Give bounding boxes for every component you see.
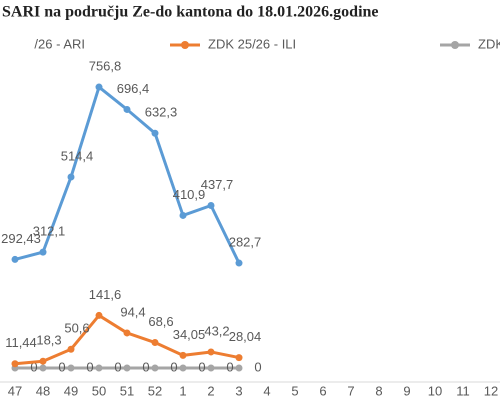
data-label: 0: [254, 359, 261, 374]
data-point: [11, 360, 19, 368]
data-point: [235, 259, 243, 267]
data-point: [151, 339, 159, 347]
data-point: [179, 364, 187, 372]
data-point: [151, 364, 159, 372]
legend-label: /26 - ARI: [34, 36, 85, 51]
data-point: [67, 364, 75, 372]
data-point: [39, 357, 47, 365]
data-label: 0: [30, 359, 37, 374]
data-label: 0: [58, 359, 65, 374]
x-tick-label: 48: [36, 383, 50, 398]
x-tick-label: 1: [179, 383, 186, 398]
data-point: [235, 354, 243, 362]
data-point: [11, 255, 19, 263]
data-label: 0: [142, 359, 149, 374]
data-label: 514,4: [61, 148, 94, 163]
data-point: [207, 348, 215, 356]
data-label: 11,44: [5, 335, 37, 350]
data-label: 0: [226, 359, 233, 374]
x-tick-label: 5: [291, 383, 298, 398]
x-tick-label: 3: [235, 383, 242, 398]
data-label: 0: [114, 359, 121, 374]
legend-marker: [451, 41, 459, 49]
data-point: [39, 248, 47, 256]
data-point: [151, 129, 159, 137]
data-point: [123, 329, 131, 337]
data-point: [179, 351, 187, 359]
data-label: 756,8: [89, 58, 122, 73]
legend-label: ZDK 25/26 - ILI: [208, 36, 296, 51]
data-point: [207, 364, 215, 372]
data-label: 0: [198, 359, 205, 374]
data-point: [95, 311, 103, 319]
data-point: [67, 345, 75, 353]
data-label: 68,6: [148, 314, 173, 329]
x-tick-label: 9: [403, 383, 410, 398]
x-tick-label: 11: [456, 383, 470, 398]
x-tick-label: 47: [8, 383, 22, 398]
data-point: [95, 364, 103, 372]
data-point: [39, 364, 47, 372]
data-point: [67, 173, 75, 181]
data-label: 410,9: [173, 187, 206, 202]
data-point: [123, 105, 131, 113]
data-point: [95, 83, 103, 91]
data-label: 632,3: [145, 105, 178, 120]
x-tick-label: 8: [375, 383, 382, 398]
x-tick-label: 6: [319, 383, 326, 398]
x-tick-label: 52: [148, 383, 162, 398]
x-tick-label: 12: [484, 383, 498, 398]
data-label: 292,43: [1, 231, 41, 246]
data-label: 50,6: [64, 321, 89, 336]
x-tick-label: 51: [120, 383, 134, 398]
legend-label: ZDK: [478, 36, 500, 51]
data-point: [235, 364, 243, 372]
legend-marker: [181, 41, 189, 49]
x-tick-label: 10: [428, 383, 442, 398]
data-label: 312,1: [33, 224, 66, 239]
data-label: 94,4: [120, 304, 145, 319]
x-tick-label: 2: [207, 383, 214, 398]
data-point: [179, 211, 187, 219]
x-tick-label: 49: [64, 383, 78, 398]
x-tick-label: 7: [347, 383, 354, 398]
chart-title: SARI na području Ze-do kantona do 18.01.…: [2, 4, 379, 21]
x-tick-label: 4: [263, 383, 270, 398]
data-label: 43,2: [204, 323, 229, 338]
data-label: 141,6: [89, 287, 122, 302]
data-label: 18,3: [36, 333, 61, 348]
data-label: 0: [86, 359, 93, 374]
data-label: 28,04: [229, 329, 262, 344]
data-point: [123, 364, 131, 372]
data-label: 437,7: [201, 177, 234, 192]
data-label: 0: [170, 359, 177, 374]
data-label: 282,7: [229, 234, 262, 249]
data-point: [207, 202, 215, 210]
data-label: 34,05: [173, 327, 206, 342]
x-tick-label: 50: [92, 383, 106, 398]
data-label: 696,4: [117, 81, 150, 96]
